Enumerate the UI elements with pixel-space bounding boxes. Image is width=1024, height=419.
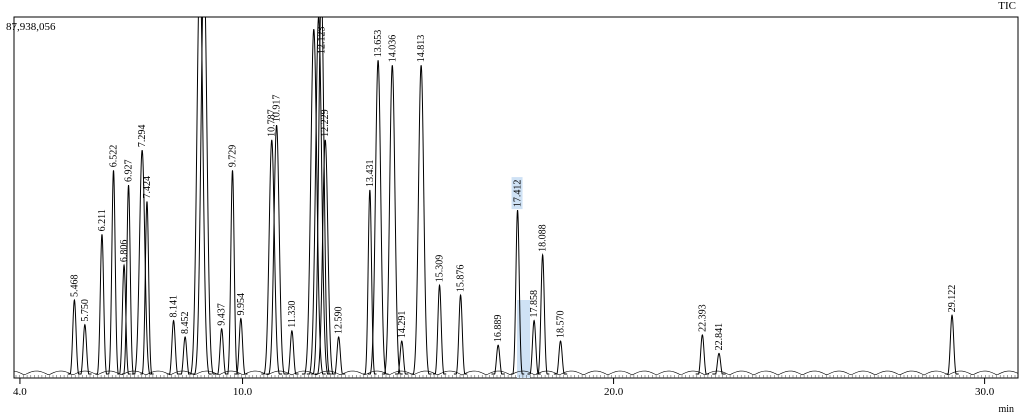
peak — [192, 17, 216, 375]
peak — [178, 336, 192, 375]
peak — [331, 336, 346, 375]
highlight-region — [517, 300, 530, 378]
peak-label: 8.141 — [169, 295, 180, 318]
y-tick-label: 87,938,056 — [6, 21, 56, 33]
peak — [432, 283, 447, 375]
peak-label: 15.876 — [456, 265, 467, 293]
peak-label: 15.309 — [435, 255, 446, 283]
peak-label: 16.889 — [493, 315, 504, 342]
x-tick-label: 20.0 — [604, 386, 624, 398]
x-tick-label: 4.0 — [13, 386, 27, 398]
peak — [117, 263, 131, 375]
peak-label: 18.570 — [556, 311, 567, 339]
peak — [234, 317, 248, 375]
peak-label: 5.750 — [80, 299, 91, 322]
peak — [131, 150, 153, 375]
peak-label: 13.431 — [365, 159, 376, 187]
peak — [553, 340, 568, 375]
peak — [491, 344, 505, 375]
x-tick-label: 30.0 — [975, 386, 995, 398]
peak-label: 14.036 — [387, 35, 398, 63]
peak-label: 6.211 — [97, 209, 108, 231]
peak — [106, 170, 121, 375]
trace — [14, 17, 1018, 376]
peak-label: 29.122 — [947, 285, 958, 313]
peak-label: 22.841 — [714, 323, 725, 351]
peak-label: 12.123 — [316, 27, 327, 55]
x-axis-label: min — [998, 404, 1014, 415]
chart-title: TIC — [998, 0, 1016, 12]
peak-label: 9.954 — [236, 293, 247, 316]
peak — [395, 340, 409, 375]
peak-label: 10.787 — [267, 109, 278, 137]
peak — [140, 201, 154, 375]
plot-frame — [13, 16, 1019, 379]
label-highlight — [511, 177, 523, 210]
peak-label: 6.806 — [119, 240, 130, 263]
peak — [95, 234, 109, 375]
peak — [535, 252, 550, 375]
peak — [121, 184, 136, 375]
peak — [695, 334, 710, 375]
peak — [188, 17, 212, 375]
peak — [266, 125, 287, 375]
peak — [712, 352, 726, 375]
peak — [453, 293, 468, 375]
peak-label: 5.468 — [69, 275, 80, 298]
peak-label: 6.927 — [124, 160, 135, 183]
peak — [314, 139, 336, 375]
peak-label: 7.424 — [142, 176, 153, 199]
peak-label: 22.393 — [697, 304, 708, 332]
peak-label: 13.653 — [373, 30, 384, 58]
peak-label: 17.412 — [513, 180, 524, 208]
peak — [78, 323, 92, 375]
peak-label: 7.294 — [137, 125, 148, 148]
peak-label: 10.917 — [272, 95, 283, 123]
peak-label: 12.229 — [320, 109, 331, 137]
peak — [285, 329, 299, 375]
peak — [166, 319, 181, 375]
peak-label: 6.522 — [109, 145, 120, 168]
peak — [306, 17, 331, 375]
peak-label: 17.858 — [529, 290, 540, 318]
x-tick-label: 10.0 — [233, 386, 253, 398]
peak — [510, 210, 525, 375]
peak-label: 14.813 — [416, 35, 427, 63]
peak — [301, 28, 326, 375]
peak-label: 14.291 — [397, 311, 408, 339]
peak — [410, 65, 432, 375]
peak — [214, 327, 229, 375]
peak — [261, 139, 283, 375]
peak-label: 12.590 — [334, 306, 345, 334]
peak-label: 9.437 — [217, 303, 228, 326]
peak-label: 18.088 — [538, 224, 549, 252]
peak — [225, 170, 240, 375]
peak-label: 11.330 — [287, 301, 298, 328]
baseline — [14, 370, 1018, 376]
peak-label: 9.729 — [227, 145, 238, 167]
peak — [310, 17, 332, 375]
peak — [945, 314, 959, 375]
peak-label: 8.452 — [180, 311, 191, 334]
peak — [363, 189, 377, 375]
